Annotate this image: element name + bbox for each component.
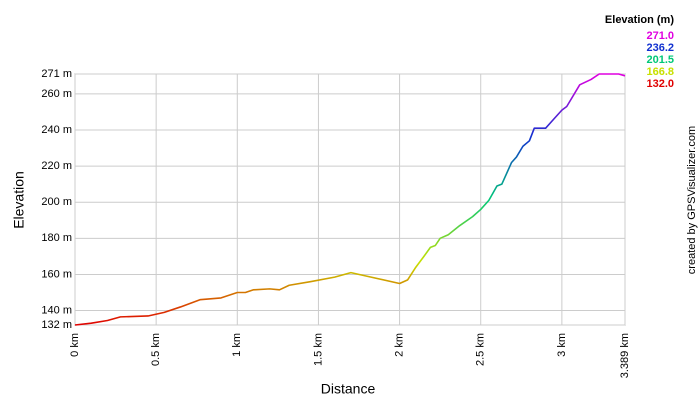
y-axis-label: Elevation — [11, 171, 27, 229]
x-tick-label: 1.5 km — [312, 333, 324, 366]
legend-value: 166.8 — [646, 66, 674, 78]
credit: created by GPSVisualizer.com — [686, 126, 698, 274]
legend-value: 271.0 — [646, 30, 674, 42]
x-tick-label: 3.389 km — [619, 333, 631, 378]
y-tick-label: 240 m — [41, 124, 72, 136]
y-tick-label: 260 m — [41, 88, 72, 100]
x-tick-label: 2.5 km — [475, 333, 487, 366]
y-tick-label: 132 m — [41, 319, 72, 331]
legend-value: 201.5 — [646, 54, 674, 66]
elevation-line — [74, 73, 626, 326]
x-tick-label: 0.5 km — [150, 333, 162, 366]
y-tick-label: 200 m — [41, 196, 72, 208]
x-tick-label: 2 km — [393, 333, 405, 357]
y-tick-label: 160 m — [41, 268, 72, 280]
x-tick-label: 3 km — [556, 333, 568, 357]
legend-title: Elevation (m) — [605, 14, 674, 26]
plot-area — [74, 73, 626, 326]
x-tick-label: 0 km — [69, 333, 81, 357]
x-tick-label: 1 km — [231, 333, 243, 357]
y-tick-label: 271 m — [41, 68, 72, 80]
y-tick-label: 220 m — [41, 160, 72, 172]
y-tick-label: 140 m — [41, 304, 72, 316]
x-axis-label: Distance — [321, 381, 376, 397]
y-tick-label: 180 m — [41, 232, 72, 244]
legend-value: 236.2 — [646, 42, 674, 54]
legend-value: 132.0 — [646, 78, 674, 90]
